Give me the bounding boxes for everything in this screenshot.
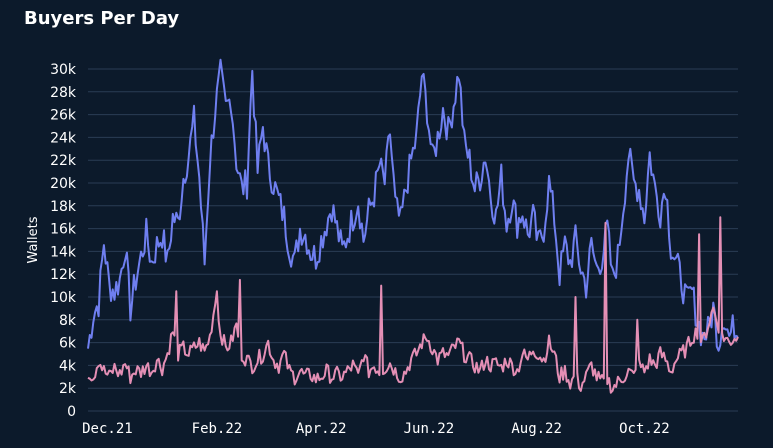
y-tick-label: 24k xyxy=(50,130,77,146)
y-tick-label: 20k xyxy=(50,176,77,192)
y-axis-label: Wallets xyxy=(26,216,41,263)
y-tick-label: 8k xyxy=(59,313,77,329)
y-tick-label: 10k xyxy=(50,290,77,306)
grid xyxy=(88,68,738,412)
x-axis-ticks: Dec.21 Feb.22 Apr.22 Jun.22 Aug.22 Oct.22 xyxy=(82,421,670,437)
y-tick-label: 18k xyxy=(50,199,77,215)
x-tick-label: Apr.22 xyxy=(296,421,347,437)
x-tick-label: Oct.22 xyxy=(619,421,670,437)
series-line-2 xyxy=(87,216,739,394)
x-tick-label: Dec.21 xyxy=(82,421,133,437)
y-tick-label: 26k xyxy=(50,108,77,124)
y-tick-label: 12k xyxy=(50,267,77,283)
y-tick-label: 14k xyxy=(50,244,77,260)
y-tick-label: 6k xyxy=(59,336,77,352)
y-tick-label: 4k xyxy=(59,358,77,374)
y-tick-label: 2k xyxy=(59,381,77,397)
chart-title: Buyers Per Day xyxy=(24,8,180,29)
y-tick-label: 30k xyxy=(50,62,77,78)
y-axis-ticks: 0 2k 4k 6k 8k 10k 12k 14k 16k 18k 20k 22k 24k 26k 28k 3… xyxy=(50,62,77,420)
x-tick-label: Feb.22 xyxy=(192,421,243,437)
y-tick-label: 0 xyxy=(67,404,76,420)
x-tick-label: Aug.22 xyxy=(511,421,562,437)
y-tick-label: 16k xyxy=(50,222,77,238)
y-tick-label: 22k xyxy=(50,153,77,169)
series-group xyxy=(87,58,739,394)
series-line-1 xyxy=(87,58,739,352)
y-tick-label: 28k xyxy=(50,85,77,101)
x-tick-label: Jun.22 xyxy=(404,421,455,437)
